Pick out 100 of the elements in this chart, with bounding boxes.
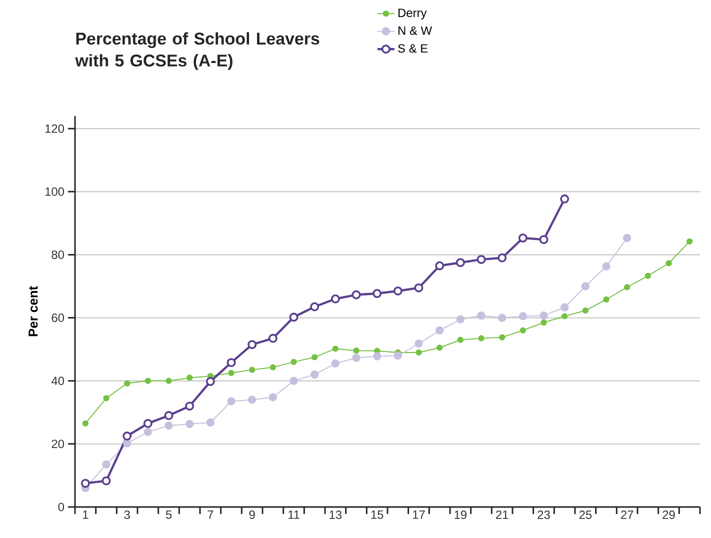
point <box>331 359 340 368</box>
point <box>102 460 110 469</box>
point <box>228 370 234 376</box>
point <box>416 349 422 356</box>
point <box>310 370 319 379</box>
point <box>310 302 320 312</box>
x-tick-label: 29 <box>662 510 675 519</box>
point <box>122 432 132 441</box>
point <box>227 397 236 406</box>
point <box>666 260 672 266</box>
legend-label: S & E <box>398 44 428 53</box>
point <box>248 396 256 404</box>
legend-label: Derry <box>398 8 427 20</box>
y-tick-label: 20 <box>52 440 64 448</box>
point <box>414 340 423 348</box>
point <box>624 284 630 290</box>
point <box>206 376 215 386</box>
x-tick-label: 25 <box>579 510 592 519</box>
x-tick-label: 1 <box>83 510 88 519</box>
y-tick-label: 80 <box>52 250 64 259</box>
point <box>478 335 484 342</box>
point <box>498 334 506 340</box>
x-tick-label: 7 <box>208 510 214 519</box>
y-tick-label: 40 <box>51 376 64 386</box>
y-tick-label: 100 <box>45 187 64 196</box>
point <box>644 272 652 279</box>
point <box>143 418 152 428</box>
point <box>539 235 548 244</box>
point <box>393 286 402 296</box>
y-axis-title: Per cent <box>28 286 38 336</box>
x-tick-label: 11 <box>288 510 300 519</box>
x-tick-label: 3 <box>124 510 130 519</box>
point <box>289 312 298 322</box>
x-tick-label: 13 <box>330 510 342 519</box>
x-tick-label: 27 <box>621 510 634 519</box>
y-tick-label: 60 <box>52 314 64 322</box>
x-tick-label: 9 <box>249 510 255 519</box>
point <box>622 234 632 242</box>
point <box>581 282 590 290</box>
x-tick-label: 5 <box>166 510 172 519</box>
point <box>226 358 236 368</box>
point <box>476 254 486 264</box>
point <box>561 313 568 320</box>
point <box>82 420 89 427</box>
point <box>166 378 172 384</box>
point <box>352 354 360 362</box>
point <box>103 395 110 402</box>
point <box>144 378 152 384</box>
point <box>518 312 528 320</box>
point <box>372 352 382 360</box>
point <box>206 418 215 427</box>
point <box>353 347 360 354</box>
point <box>330 294 340 304</box>
point <box>456 258 465 268</box>
point <box>352 290 361 300</box>
point <box>270 364 276 370</box>
point <box>435 261 444 270</box>
point <box>372 289 382 298</box>
point <box>186 374 193 381</box>
point <box>268 393 278 402</box>
point <box>124 380 130 386</box>
point <box>498 253 507 262</box>
point <box>144 428 152 436</box>
point <box>414 283 424 292</box>
point <box>602 262 610 270</box>
point <box>185 420 194 428</box>
point <box>560 194 570 204</box>
point <box>268 334 278 343</box>
x-tick-label: 19 <box>454 510 466 519</box>
point <box>394 352 402 360</box>
point <box>457 336 464 343</box>
point <box>560 303 569 312</box>
point <box>518 234 528 243</box>
point <box>248 366 256 373</box>
point <box>290 358 297 366</box>
x-tick-label: 17 <box>413 510 425 519</box>
x-tick-label: 15 <box>371 510 384 519</box>
x-tick-label: 23 <box>538 510 550 519</box>
point <box>248 340 257 350</box>
point <box>311 354 318 360</box>
point <box>456 315 465 324</box>
y-tick-label: 120 <box>45 124 64 133</box>
point <box>520 327 526 334</box>
point <box>332 346 339 352</box>
legend-label: N & W <box>398 26 432 35</box>
point <box>290 376 298 385</box>
y-tick-label: 0 <box>58 502 64 512</box>
point <box>603 296 610 303</box>
point <box>477 311 486 320</box>
point <box>122 439 132 448</box>
point <box>164 411 174 420</box>
point <box>540 319 547 326</box>
x-tick-label: 21 <box>496 510 508 519</box>
chart-title: Percentage of School Leavers with 5 GCSEs (A-E) <box>75 32 320 70</box>
point <box>498 314 506 322</box>
point <box>582 307 589 314</box>
point <box>540 311 548 320</box>
point <box>80 478 90 488</box>
point <box>185 402 194 411</box>
point <box>164 422 173 430</box>
